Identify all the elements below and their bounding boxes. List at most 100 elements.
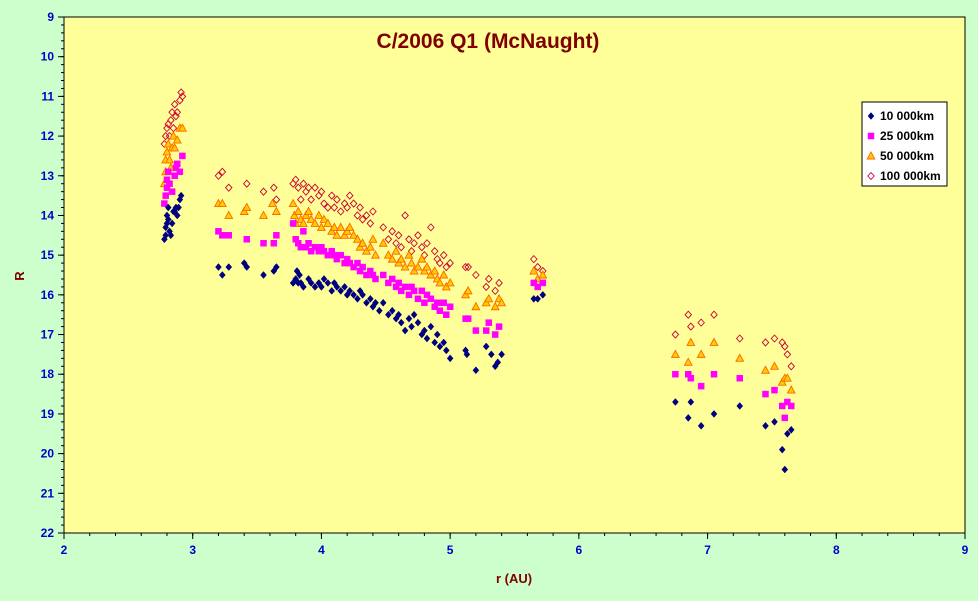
data-point: [423, 291, 431, 299]
data-point: [289, 220, 297, 227]
data-point: [534, 283, 541, 291]
x-tick-label: 6: [576, 543, 583, 557]
data-point: [440, 338, 448, 347]
x-tick-label: 5: [447, 543, 454, 557]
data-point: [397, 243, 406, 252]
data-point: [396, 254, 406, 263]
data-point: [491, 331, 499, 338]
data-point: [328, 286, 336, 295]
data-point: [709, 337, 719, 346]
data-point: [787, 425, 795, 434]
data-point: [710, 310, 718, 319]
data-point: [414, 295, 422, 303]
data-point: [273, 263, 280, 271]
data-point: [539, 279, 547, 287]
data-point: [260, 271, 267, 279]
data-point: [164, 215, 172, 224]
data-point: [168, 131, 178, 140]
legend-marker: [866, 151, 876, 160]
data-point: [320, 275, 328, 283]
data-point: [446, 303, 454, 311]
data-point: [164, 203, 172, 212]
data-point: [770, 334, 779, 343]
data-point: [418, 243, 426, 252]
data-point: [363, 298, 370, 307]
data-point: [697, 318, 705, 327]
data-point: [385, 310, 392, 319]
data-point: [497, 297, 507, 307]
data-point: [771, 386, 778, 394]
data-point: [440, 299, 447, 307]
data-point: [343, 203, 351, 212]
y-tick-label: 19: [41, 407, 55, 421]
data-point: [167, 116, 175, 125]
data-point: [225, 263, 233, 271]
data-point: [408, 322, 415, 331]
data-point: [443, 311, 450, 318]
data-point: [762, 390, 769, 398]
data-point: [259, 187, 268, 196]
data-point: [495, 323, 503, 330]
data-point: [495, 278, 503, 288]
data-point: [427, 295, 435, 303]
data-point: [175, 203, 182, 212]
data-point: [167, 231, 175, 240]
data-point: [319, 214, 329, 223]
data-point: [304, 206, 314, 215]
data-point: [323, 218, 333, 227]
data-point: [405, 235, 413, 244]
data-point: [778, 445, 786, 454]
plot-area: [63, 16, 966, 534]
data-point: [419, 266, 429, 275]
data-point: [388, 275, 396, 283]
data-point: [782, 373, 792, 382]
data-point: [300, 283, 307, 291]
data-point: [787, 402, 795, 410]
data-point: [299, 179, 308, 188]
data-point: [350, 263, 357, 271]
data-point: [482, 282, 490, 292]
data-point: [687, 374, 695, 382]
data-point: [413, 262, 423, 271]
data-point: [434, 299, 441, 307]
data-point: [529, 266, 539, 275]
y-tick-label: 20: [41, 447, 55, 461]
data-point: [224, 183, 233, 192]
data-point: [472, 327, 480, 334]
data-point: [430, 266, 440, 275]
data-point: [288, 198, 298, 208]
data-point: [224, 210, 234, 219]
data-point: [358, 238, 368, 247]
data-point: [214, 171, 223, 180]
data-point: [405, 314, 413, 323]
data-point: [161, 200, 168, 207]
data-point: [173, 211, 181, 220]
data-points: [159, 88, 796, 474]
data-point: [401, 326, 409, 335]
data-point: [397, 318, 405, 327]
legend-marker: [867, 171, 875, 181]
data-point: [485, 319, 493, 326]
data-point: [710, 370, 718, 378]
data-point: [404, 250, 414, 259]
y-tick-label: 11: [41, 89, 54, 103]
data-point: [300, 228, 307, 235]
data-point: [472, 366, 480, 375]
data-point: [307, 279, 315, 287]
data-point: [379, 298, 387, 307]
data-point: [463, 350, 471, 359]
data-point: [529, 254, 538, 264]
data-point: [482, 342, 490, 351]
data-point: [421, 326, 428, 335]
data-point: [418, 287, 426, 295]
data-point: [327, 226, 337, 235]
data-point: [324, 251, 332, 259]
data-point: [684, 414, 692, 422]
data-point: [407, 247, 416, 256]
data-point: [293, 206, 303, 215]
x-tick-label: 4: [318, 543, 325, 557]
data-point: [172, 135, 182, 144]
data-point: [337, 251, 344, 259]
